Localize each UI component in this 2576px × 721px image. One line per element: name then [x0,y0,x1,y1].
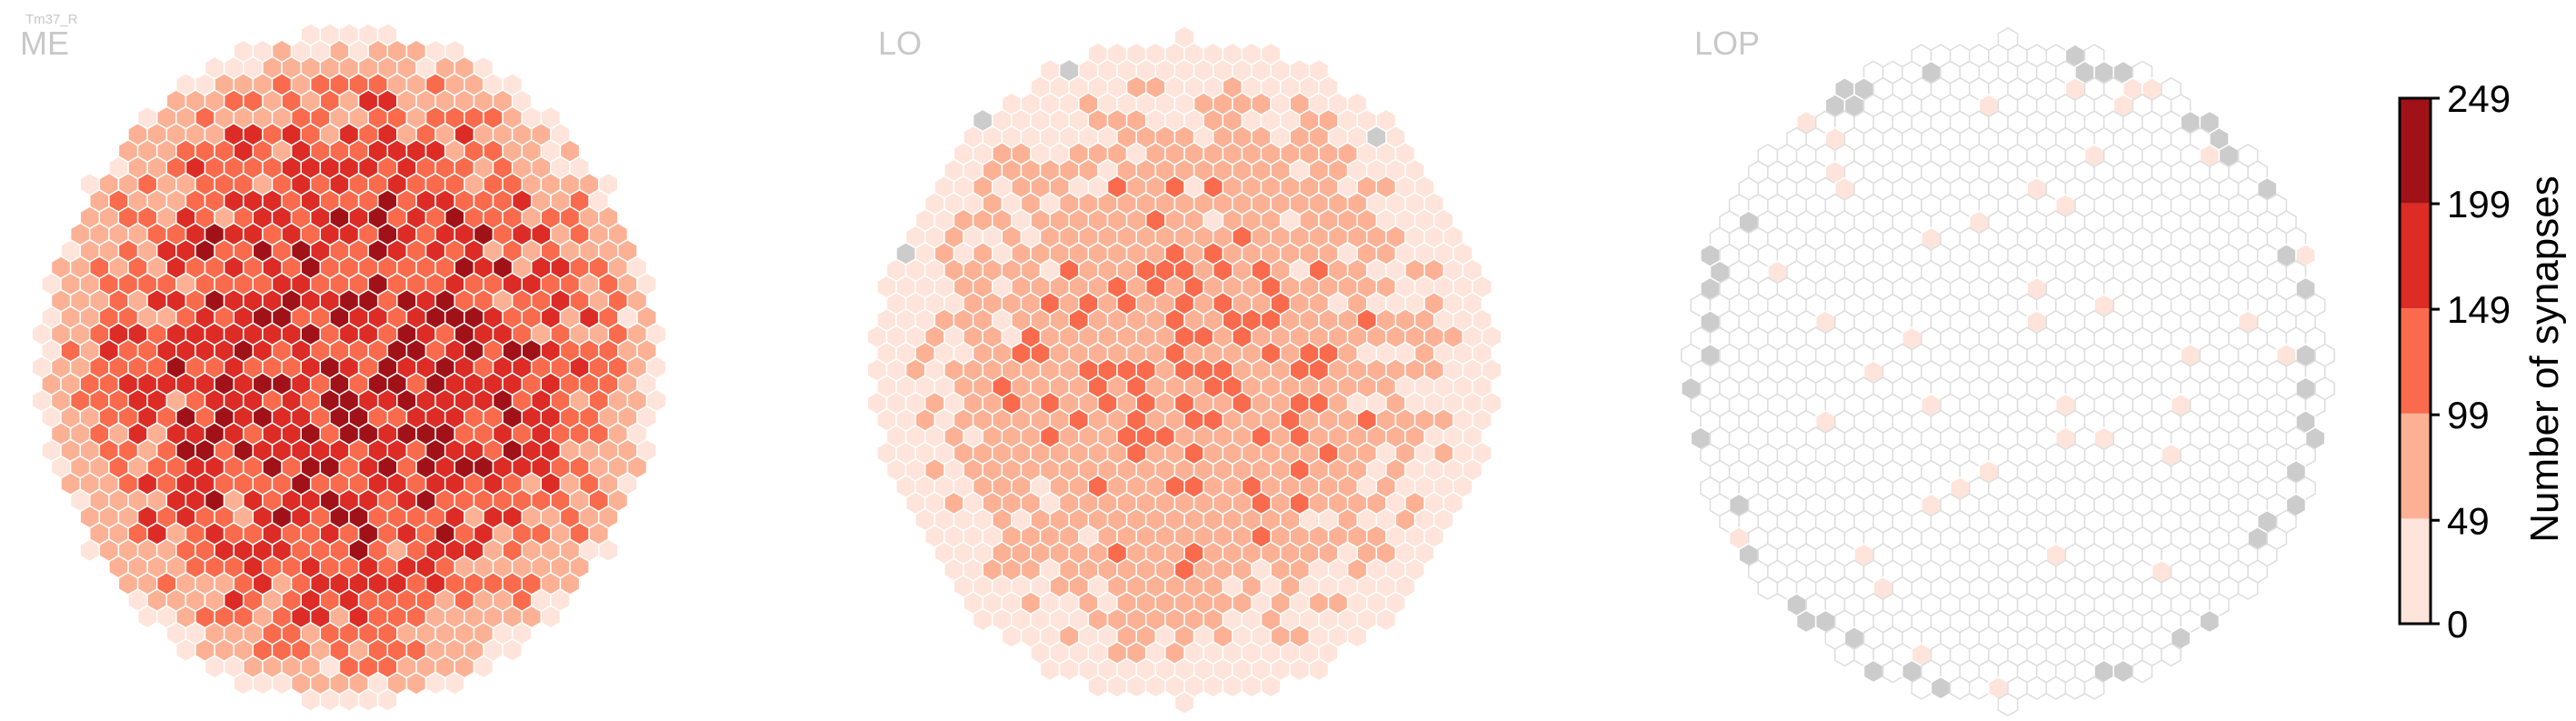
hex-cell [2237,576,2259,600]
hex-cell [1949,676,1971,700]
colorbar-tick-label: 0 [2447,603,2468,646]
hex-cell [1375,607,1397,632]
hex-cell [2045,676,2067,700]
hex-cell [1968,676,1990,700]
hex-cell [1289,657,1311,682]
hex-cell [2199,609,2221,634]
hex-cell [1087,674,1109,698]
hex-cell [1241,674,1263,698]
hex-cell [2112,659,2134,684]
hex-cell [1001,624,1023,648]
hex-cell [338,687,360,713]
hex-cell [252,671,274,696]
hex-cell [1346,624,1368,648]
hex-cell [1834,643,1855,667]
hex-cell [597,538,619,563]
cell-type-title: Tm37_R [25,12,78,27]
hex-cell [405,671,427,696]
hex-cell [1203,674,1224,698]
hex-cell [1795,609,1817,634]
hex-cell [2161,643,2182,667]
hex-cell [1125,674,1147,698]
hex-cell [136,605,158,629]
panel-label-lop: LOP [1694,25,1760,62]
hex-cell [444,671,465,696]
panel-me [31,22,667,713]
hex-cell [2064,676,2086,700]
hex-cell [1106,674,1128,698]
hex-cell [300,687,322,713]
colorbar-tick-label: 199 [2447,183,2511,225]
hex-cell [1757,576,1779,600]
hex-cell [1260,674,1282,698]
hex-cell [1144,674,1166,698]
colorbar-tick-label: 149 [2447,288,2511,331]
hex-cell [204,655,225,679]
panel-lo [866,25,1503,716]
hex-cell [1058,657,1080,682]
hex-cell [376,687,398,713]
colorbar-label: Number of synapses [2522,175,2567,543]
hex-cell [233,671,255,696]
hex-cell [502,638,523,663]
hex-cell [972,607,993,632]
hex-cell [424,671,446,696]
hex-cell [1862,659,1884,684]
hex-cell [319,687,341,713]
hex-cell [1930,676,1952,700]
colorbar-segment [2400,518,2431,624]
hex-cell [1173,690,1195,716]
hex-cell [1882,659,1903,684]
colorbar-tick-label: 249 [2447,77,2511,120]
panel-lop [1681,26,2335,717]
hex-cell [2132,659,2153,684]
colorbar-segment [2400,308,2431,414]
hex-cell [1911,676,1932,700]
hex-cell [1308,657,1330,682]
hex-cell [2026,676,2048,700]
colorbar-frame [2398,96,2432,626]
colorbar-segment [2400,413,2431,519]
hex-cell [540,605,562,629]
hex-cell [79,538,101,563]
colorbar-tick-label: 99 [2447,394,2490,436]
hex-cell [1039,657,1061,682]
colorbar-tick-label: 49 [2447,499,2490,542]
colorbar-segment [2400,203,2431,309]
hex-cell [175,638,196,663]
hex-cell [1997,692,2019,717]
hex-cell [1222,674,1243,698]
colorbar-segment [2400,98,2431,204]
panel-label-me: ME [20,25,69,62]
hex-cell [473,655,494,679]
hex-cell [271,671,293,696]
hex-cell [2083,676,2105,700]
colorbar: 0 49 99 149 199 249 [2398,77,2511,646]
hex-cell [357,687,379,713]
panel-label-lo: LO [878,25,922,62]
